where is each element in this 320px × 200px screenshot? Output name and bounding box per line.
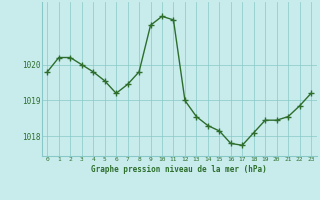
X-axis label: Graphe pression niveau de la mer (hPa): Graphe pression niveau de la mer (hPa) (91, 165, 267, 174)
